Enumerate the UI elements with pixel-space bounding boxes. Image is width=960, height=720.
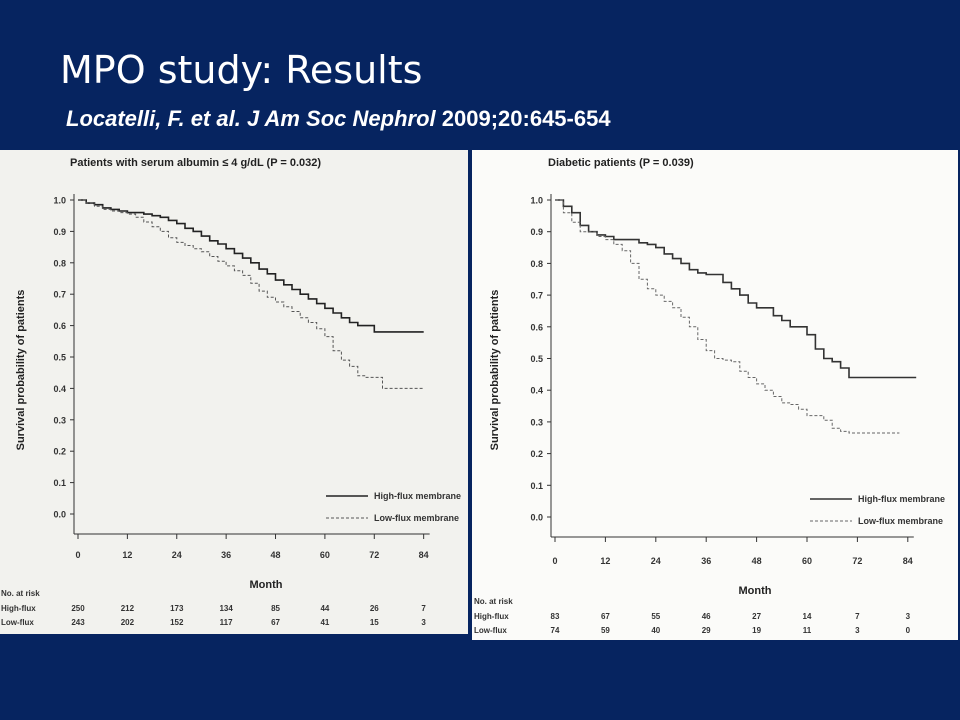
citation-journal: J Am Soc Nephrol (246, 106, 436, 131)
x-tick-label: 60 (320, 550, 330, 560)
risk-value: 59 (601, 626, 610, 635)
x-tick-label: 72 (369, 550, 379, 560)
series-line-low-flux (555, 199, 900, 434)
y-tick-label: 0.0 (53, 510, 66, 520)
y-tick-label: 0.7 (53, 290, 66, 300)
slide-title: MPO study: Results (60, 48, 423, 92)
y-axis-label: Survival probability of patients (489, 290, 501, 451)
y-tick-label: 0.1 (53, 478, 66, 488)
citation-ref: 2009;20:645-654 (441, 106, 611, 131)
risk-value: 27 (752, 612, 761, 621)
y-tick-label: 0.2 (530, 449, 543, 459)
risk-value: 41 (320, 618, 329, 627)
risk-row-name: High-flux (474, 612, 509, 621)
risk-value: 173 (170, 604, 184, 613)
legend-label: Low-flux membrane (374, 513, 459, 523)
y-tick-label: 0.3 (530, 417, 543, 427)
risk-value: 134 (219, 604, 233, 613)
risk-value: 15 (370, 618, 379, 627)
citation-authors: Locatelli, F. et al. (66, 106, 241, 131)
risk-value: 11 (803, 626, 812, 635)
x-tick-label: 36 (221, 550, 231, 560)
y-tick-label: 0.0 (530, 513, 543, 523)
risk-value: 74 (551, 626, 560, 635)
risk-value: 243 (71, 618, 85, 627)
y-tick-label: 0.6 (53, 321, 66, 331)
y-axis-label: Survival probability of patients (15, 290, 27, 451)
x-tick-label: 48 (271, 550, 281, 560)
y-tick-label: 0.8 (53, 258, 66, 268)
risk-value: 3 (855, 626, 860, 635)
series-line-low-flux (78, 199, 424, 389)
risk-value: 85 (271, 604, 280, 613)
risk-value: 46 (702, 612, 711, 621)
panel-title: Diabetic patients (P = 0.039) (548, 157, 694, 169)
risk-value: 67 (601, 612, 610, 621)
panel-title: Patients with serum albumin ≤ 4 g/dL (P … (70, 157, 321, 169)
y-tick-label: 1.0 (530, 196, 543, 206)
x-tick-label: 12 (600, 556, 610, 566)
risk-value: 40 (651, 626, 660, 635)
x-tick-label: 0 (552, 556, 557, 566)
survival-chart-diabetic: Diabetic patients (P = 0.039) Survival pr… (474, 157, 945, 635)
y-tick-label: 0.2 (53, 447, 66, 457)
risk-value: 3 (906, 612, 911, 621)
risk-row-name: High-flux (1, 604, 36, 613)
y-tick-label: 0.9 (530, 227, 543, 237)
risk-value: 14 (803, 612, 812, 621)
y-tick-label: 0.4 (530, 386, 543, 396)
y-tick-label: 0.8 (530, 259, 543, 269)
risk-table-label: No. at risk (1, 589, 40, 598)
risk-value: 44 (320, 604, 329, 613)
risk-value: 83 (551, 612, 560, 621)
risk-table-label: No. at risk (474, 597, 513, 606)
x-tick-label: 24 (651, 556, 661, 566)
risk-value: 3 (421, 618, 426, 627)
risk-value: 7 (421, 604, 426, 613)
x-tick-label: 72 (852, 556, 862, 566)
x-tick-label: 0 (75, 550, 80, 560)
y-tick-label: 1.0 (53, 196, 66, 206)
chart-panel-albumin: Patients with serum albumin ≤ 4 g/dL (P … (0, 150, 468, 634)
x-axis-label: Month (250, 579, 283, 591)
x-tick-label: 48 (752, 556, 762, 566)
risk-value: 67 (271, 618, 280, 627)
risk-value: 19 (752, 626, 761, 635)
legend-label: High-flux membrane (374, 491, 461, 501)
risk-value: 212 (121, 604, 135, 613)
risk-value: 26 (370, 604, 379, 613)
risk-value: 55 (651, 612, 660, 621)
risk-value: 202 (121, 618, 135, 627)
y-tick-label: 0.9 (53, 227, 66, 237)
series-line-high-flux (555, 199, 917, 379)
risk-value: 250 (71, 604, 85, 613)
risk-row-name: Low-flux (1, 618, 34, 627)
x-tick-label: 36 (701, 556, 711, 566)
x-axis-label: Month (739, 585, 772, 597)
risk-value: 29 (702, 626, 711, 635)
risk-value: 152 (170, 618, 184, 627)
survival-chart-albumin: Patients with serum albumin ≤ 4 g/dL (P … (1, 157, 461, 627)
risk-value: 117 (220, 618, 233, 627)
y-tick-label: 0.7 (530, 291, 543, 301)
risk-row-name: Low-flux (474, 626, 507, 635)
y-tick-label: 0.3 (53, 415, 66, 425)
legend-label: Low-flux membrane (858, 516, 943, 526)
series-line-high-flux (78, 199, 424, 333)
x-tick-label: 12 (122, 550, 132, 560)
y-tick-label: 0.6 (530, 322, 543, 332)
citation: Locatelli, F. et al. J Am Soc Nephrol 20… (66, 106, 611, 132)
chart-panel-diabetic: Diabetic patients (P = 0.039) Survival pr… (472, 150, 958, 640)
risk-value: 7 (855, 612, 860, 621)
x-tick-label: 84 (419, 550, 429, 560)
x-tick-label: 84 (903, 556, 913, 566)
risk-value: 0 (906, 626, 911, 635)
y-tick-label: 0.5 (53, 353, 66, 363)
x-tick-label: 60 (802, 556, 812, 566)
y-tick-label: 0.4 (53, 384, 66, 394)
y-tick-label: 0.1 (530, 481, 543, 491)
x-tick-label: 24 (172, 550, 182, 560)
legend-label: High-flux membrane (858, 494, 945, 504)
y-tick-label: 0.5 (530, 354, 543, 364)
